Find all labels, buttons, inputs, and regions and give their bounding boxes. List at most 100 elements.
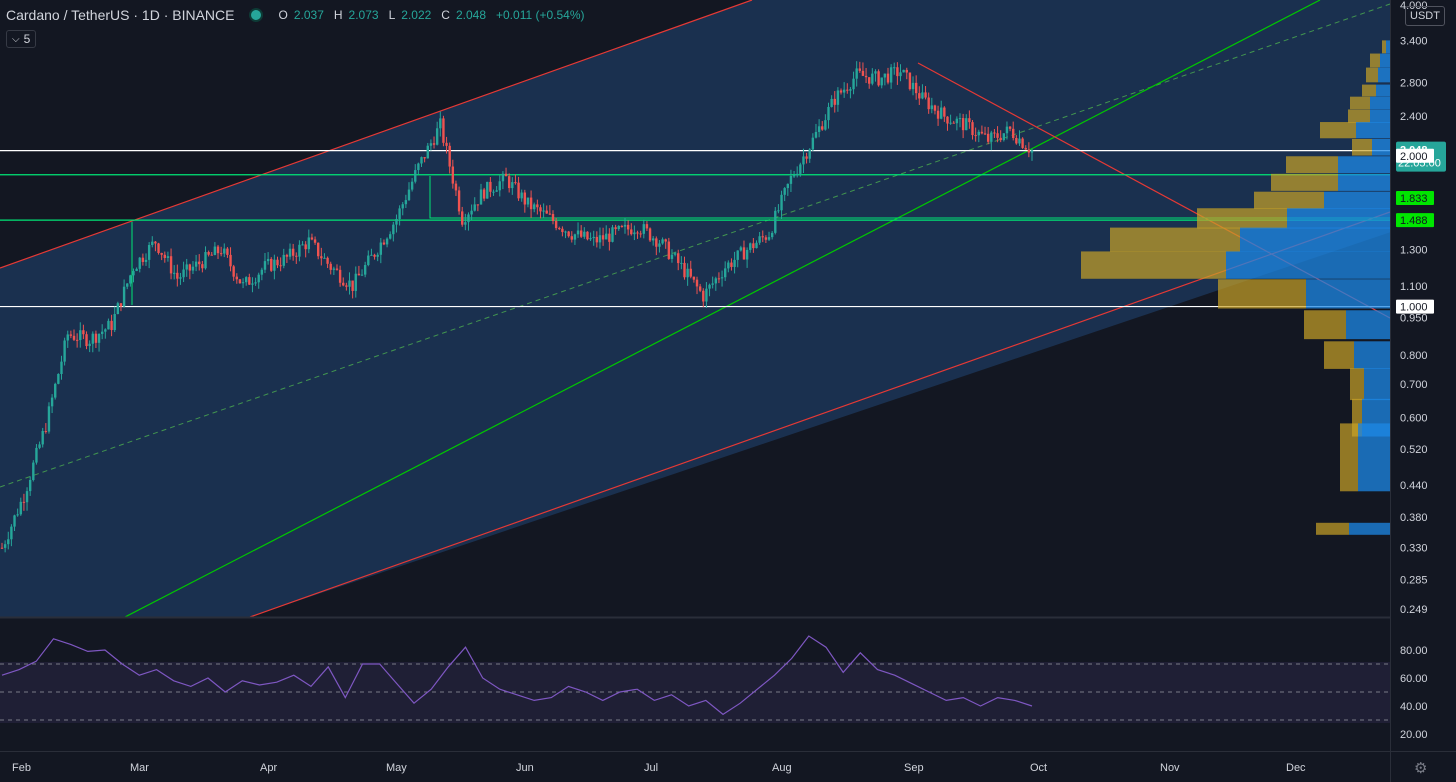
candle-body [558,228,561,230]
candle-body [586,231,589,240]
candle-body [795,173,799,176]
candle-body [630,229,633,235]
candle-body [19,501,22,515]
candle-body [486,181,489,199]
volume-profile-up-bar [1366,67,1378,83]
candle-body [758,236,761,243]
candle-body [188,264,192,271]
candle-body [761,236,764,238]
candle-body [113,314,116,331]
currency-button[interactable]: USDT [1405,6,1445,26]
candle-body [288,248,292,257]
candle-body [254,282,257,284]
candle-body [141,257,145,262]
candle-body [852,78,855,90]
candle-body [836,90,840,105]
candle-body [310,237,314,240]
candle-body [367,255,370,266]
candle-body [201,264,204,269]
candle-body [507,176,511,189]
candle-body [695,279,699,287]
candle-body [69,334,73,336]
candle-body [573,234,577,240]
candle-body [382,242,386,245]
candle-body [846,89,849,91]
time-tick-label: Jul [644,762,658,774]
candle-body [244,277,248,283]
candle-body [182,269,185,278]
candle-body [620,225,624,227]
price-label-value: 2.000 [1400,151,1428,163]
candle-body [664,239,667,242]
candle-body [354,273,357,291]
symbol-title[interactable]: Cardano / TetherUS · 1D · BINANCE [6,7,235,23]
candle-body [608,233,611,242]
candle-body [132,271,135,276]
candle-body [658,243,661,247]
candle-body [50,397,54,407]
candle-body [727,262,730,269]
channel-lower-line [249,211,1391,618]
candle-body [745,249,749,260]
candle-body [943,107,946,117]
change-value: +0.011 (+0.54%) [496,8,585,22]
candle-body [426,145,429,159]
price-axis[interactable] [1390,0,1456,751]
price-tick-label: 0.950 [1400,313,1428,325]
price-tick-label: 0.600 [1400,413,1428,425]
candle-body [191,266,195,271]
candle-body [514,182,517,184]
candle-body [899,72,902,77]
candle-body [476,204,480,206]
price-label-tag [1396,213,1434,228]
candle-body [1021,138,1024,148]
candle-body [902,69,905,73]
price-tick-label: 0.800 [1400,350,1428,362]
candle-body [686,268,689,278]
price-tick-label: 1.100 [1400,281,1428,293]
candle-body [395,218,398,225]
candle-body [94,333,98,343]
candle-body [933,105,937,111]
candle-body [144,259,148,262]
candle-body [783,188,786,195]
candle-body [454,183,458,191]
candle-body [833,98,836,105]
price-label-tag [1396,299,1434,314]
candle-body [983,133,987,135]
volume-profile-down-bar [1356,122,1390,139]
candle-body [129,275,132,284]
volume-profile-down-bar [1386,40,1390,54]
candle-body [295,255,298,257]
candle-body [752,243,755,249]
candle-body [63,340,66,362]
candle-body [855,68,858,79]
time-tick-label: Nov [1160,762,1180,774]
indicators-toggle-button[interactable]: ⌵ 5 [6,30,37,48]
candle-body [526,197,530,205]
candle-body [733,259,736,267]
candle-body [357,273,361,276]
candle-body [351,280,354,291]
volume-profile-down-bar [1324,191,1390,209]
candle-body [824,120,827,130]
candle-body [35,447,38,463]
price-tick-label: 2.400 [1400,111,1428,123]
volume-profile-down-bar [1287,208,1390,229]
candle-body [489,181,492,192]
candle-body [564,231,567,233]
volume-profile-up-bar [1218,279,1306,309]
price-tick-label: 2.800 [1400,78,1428,90]
candle-body [320,256,323,259]
candle-body [567,231,570,237]
candle-body [655,238,658,247]
candle-body [323,257,326,259]
candle-body [770,232,774,238]
candle-body [404,200,408,205]
green-trendline [124,0,1321,618]
volume-profile-up-bar [1382,40,1386,54]
candle-body [861,70,865,76]
candle-body [285,254,289,257]
gear-icon[interactable]: ⚙ [1414,760,1428,777]
